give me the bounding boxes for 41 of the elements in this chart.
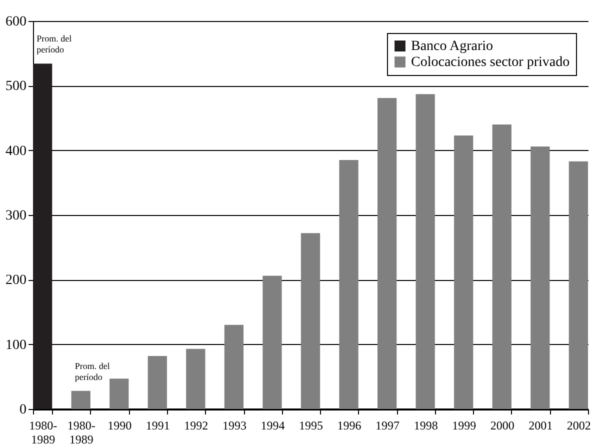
bar xyxy=(300,233,320,409)
annotation: Prom. del período xyxy=(36,34,72,55)
y-tick-label: 0 xyxy=(20,402,26,418)
annotation: Prom. del período xyxy=(74,360,110,382)
bar xyxy=(148,356,167,409)
x-tick-label: 2002 xyxy=(566,418,591,432)
bar xyxy=(454,135,474,409)
bar xyxy=(110,378,129,409)
x-tick-label: 1997 xyxy=(376,418,400,432)
x-tick-label: 2001 xyxy=(528,418,553,432)
bar xyxy=(224,324,244,409)
bar xyxy=(568,161,588,409)
y-tick-label: 100 xyxy=(6,338,26,353)
y-tick-label: 500 xyxy=(6,79,26,94)
y-tick-label: 200 xyxy=(6,273,26,288)
bar xyxy=(377,98,397,409)
bar xyxy=(262,276,282,409)
x-tick-label: 1999 xyxy=(452,418,476,432)
bar xyxy=(186,348,206,409)
x-tick-label: 1990 xyxy=(108,418,132,432)
x-tick-label: 1998 xyxy=(414,418,438,432)
y-tick-label: 400 xyxy=(6,144,26,159)
bar xyxy=(530,146,550,409)
x-tick-label: 1980- 1989 xyxy=(67,418,96,445)
bar xyxy=(416,94,435,409)
x-tick-label: 1994 xyxy=(260,418,285,432)
legend-label: Colocaciones sector privado xyxy=(411,55,570,70)
x-tick-label: 1993 xyxy=(222,418,246,432)
legend-label: Banco Agrario xyxy=(411,39,494,54)
x-tick-label: 2000 xyxy=(490,418,514,432)
bar xyxy=(339,160,358,409)
bar xyxy=(492,124,512,409)
x-tick-label: 1991 xyxy=(146,418,170,432)
bar xyxy=(71,390,90,409)
y-tick-label: 300 xyxy=(6,208,26,224)
x-tick-label: 1980- 1989 xyxy=(29,418,58,445)
x-tick-label: 1995 xyxy=(299,418,323,432)
bar xyxy=(33,64,52,409)
x-tick-label: 1996 xyxy=(337,418,362,432)
x-tick-label: 1992 xyxy=(184,418,208,432)
y-tick-label: 600 xyxy=(6,14,26,30)
